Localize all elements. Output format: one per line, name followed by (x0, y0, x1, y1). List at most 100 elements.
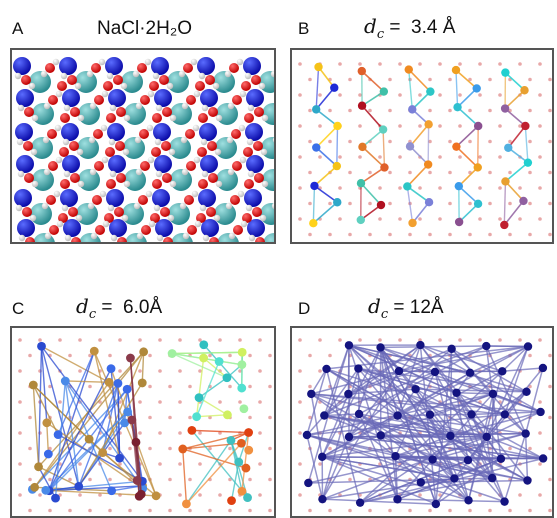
lattice-dot (28, 353, 32, 358)
chloride-atom (170, 103, 192, 125)
cluster-node (312, 143, 321, 152)
sodium-atom (15, 123, 33, 141)
lattice-dot (368, 232, 372, 237)
lattice-dot (118, 462, 122, 466)
panel-c-title-rest: = 6.0Å (96, 297, 163, 318)
graph-edge (348, 344, 493, 479)
lattice-dot (78, 369, 82, 373)
hydrogen-atom (200, 138, 208, 146)
graph-edge (469, 345, 529, 374)
oxygen-atom (252, 207, 262, 217)
sodium-atom (16, 89, 34, 107)
cluster-node (237, 360, 247, 370)
panel-c-letter: C (12, 299, 25, 318)
lattice-dot (28, 508, 32, 513)
lattice-dot (258, 400, 262, 404)
lattice-dot (448, 201, 452, 206)
lattice-dot (378, 155, 382, 159)
cluster-edge (336, 125, 339, 167)
hydrogen-atom (166, 82, 174, 90)
lattice-dot (388, 170, 392, 175)
hydrogen-atom (258, 82, 266, 90)
lattice-dot (498, 186, 502, 190)
hydrogen-atom (53, 190, 61, 198)
cluster-edge (34, 351, 145, 488)
graph-node (376, 343, 385, 352)
lattice-dot (358, 338, 362, 342)
sodium-atom (62, 89, 80, 107)
lattice-dot (258, 369, 262, 373)
lattice-dot (478, 217, 482, 221)
graph-edge (380, 346, 436, 373)
graph-node (425, 410, 435, 419)
hydrogen-atom (168, 148, 176, 156)
chloride-atom (123, 137, 145, 159)
oxygen-atom (21, 75, 31, 85)
panel-c-graph (10, 326, 276, 518)
oxygen-atom (254, 173, 264, 183)
graph-edge (306, 368, 328, 436)
cluster-node (357, 101, 367, 110)
graph-edge (397, 388, 417, 417)
lattice-dot (548, 77, 552, 82)
lattice-dot (488, 77, 492, 82)
lattice-dot (38, 493, 42, 497)
lattice-dot (448, 170, 452, 175)
oxygen-atom (106, 113, 116, 123)
lattice-dot (438, 186, 442, 190)
lattice-dot (308, 384, 312, 389)
graph-node (304, 478, 313, 488)
graph-node (344, 432, 354, 442)
lattice-dot (308, 232, 312, 237)
graph-node (428, 455, 437, 464)
cluster-node (136, 489, 146, 499)
lattice-dot (388, 108, 392, 113)
sodium-atom (107, 123, 125, 141)
lattice-dot (398, 155, 402, 159)
cluster-node (120, 418, 130, 428)
lattice-dot (328, 353, 332, 358)
lattice-dot (188, 508, 192, 513)
lattice-dot (428, 170, 432, 175)
lattice-dot (508, 446, 512, 451)
cluster-edge (37, 346, 43, 467)
cluster-node (214, 357, 224, 366)
lattice-dot (88, 384, 92, 389)
hydrogen-atom (239, 156, 247, 164)
lattice-dot (428, 232, 432, 237)
sodium-atom (17, 219, 35, 237)
cluster-edge (315, 108, 339, 127)
cluster-edge (171, 352, 228, 379)
cluster-edge (313, 165, 338, 187)
oxygen-atom (207, 141, 217, 151)
graph-edge (310, 368, 328, 395)
lattice-dot (488, 232, 492, 237)
graph-edge (379, 347, 399, 416)
graph-edge (359, 370, 503, 504)
cluster-edge (129, 357, 142, 495)
chloride-atom (124, 169, 146, 191)
cluster-edge (40, 346, 80, 487)
oxygen-atom (58, 213, 68, 223)
hydrogen-atom (56, 220, 64, 228)
cluster-node (132, 476, 142, 485)
graph-node (498, 367, 507, 376)
lattice-dot (538, 338, 542, 342)
lattice-dot (388, 508, 392, 513)
graph-node (500, 497, 509, 506)
cluster-edge (48, 411, 129, 492)
hydrogen-atom (179, 202, 187, 210)
oxygen-atom (254, 107, 264, 117)
cluster-edge (32, 384, 40, 467)
chloride-atom (216, 169, 238, 191)
lattice-dot (488, 139, 492, 144)
lattice-dot (548, 353, 552, 358)
cluster-edge (172, 351, 243, 355)
lattice-dot (478, 186, 482, 190)
hydrogen-atom (102, 220, 110, 228)
cluster-node (28, 380, 38, 390)
hydrogen-atom (123, 180, 131, 188)
lattice-dot (48, 446, 52, 451)
hydrogen-atom (106, 72, 114, 80)
lattice-dot (328, 446, 332, 451)
